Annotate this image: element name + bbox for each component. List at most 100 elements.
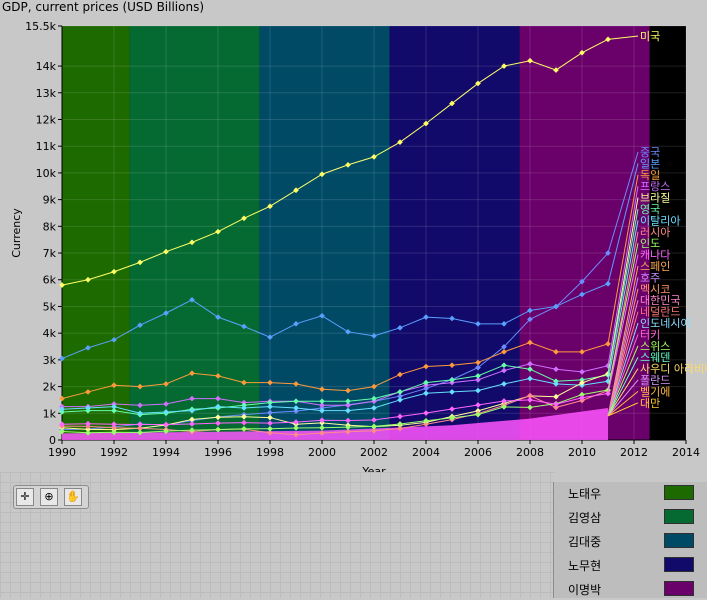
series-line xyxy=(61,378,609,414)
data-point xyxy=(527,392,533,399)
leader-line xyxy=(607,174,639,344)
legend-swatch[interactable] xyxy=(664,533,694,548)
data-point xyxy=(475,402,481,408)
leader-line xyxy=(607,220,639,382)
leader-line xyxy=(607,35,639,40)
leader-line xyxy=(607,368,639,417)
data-point xyxy=(189,395,195,402)
data-point xyxy=(163,310,169,316)
cursor-move-button[interactable]: ✛ xyxy=(16,488,34,506)
data-point xyxy=(137,259,143,266)
data-point xyxy=(137,425,143,432)
series-line xyxy=(61,364,609,416)
x-tick-label: 1996 xyxy=(204,446,232,459)
data-point xyxy=(397,397,403,403)
series-line xyxy=(61,341,609,400)
data-point xyxy=(579,369,585,375)
legend-item[interactable]: 노무현 xyxy=(554,554,707,576)
front-panel-background xyxy=(0,472,555,598)
series-end-label: 스위스 xyxy=(640,340,670,353)
legend-item[interactable]: 이명박 xyxy=(554,578,707,600)
data-point xyxy=(85,420,91,427)
legend-item[interactable]: 노태우 xyxy=(554,482,707,504)
data-point xyxy=(397,421,403,427)
data-point xyxy=(527,361,533,367)
data-point xyxy=(189,370,195,377)
y-tick-label: 9k xyxy=(43,194,57,207)
data-point xyxy=(423,120,429,127)
series-end-label: 미국 xyxy=(640,30,660,43)
data-point xyxy=(293,425,299,431)
series-line xyxy=(61,389,609,434)
data-point xyxy=(579,49,585,56)
zoom-button[interactable]: ⊕ xyxy=(40,488,58,506)
x-tick-label: 2006 xyxy=(464,446,492,459)
y-tick-label: 4k xyxy=(43,327,57,340)
leader-line xyxy=(607,356,639,417)
data-point xyxy=(449,100,455,107)
crosshair-icon: ✛ xyxy=(20,490,30,503)
data-point xyxy=(267,409,273,416)
y-tick-label: 3k xyxy=(43,354,57,367)
data-point xyxy=(163,428,169,435)
data-point xyxy=(475,387,481,394)
data-point xyxy=(293,381,299,387)
data-point xyxy=(111,407,117,414)
x-tick-label: 2010 xyxy=(568,446,596,459)
series-end-label: 멕시코 xyxy=(640,283,670,296)
data-point xyxy=(345,402,351,409)
y-tick-label: 5k xyxy=(43,300,57,313)
series-end-label: 인도네시아 xyxy=(640,317,691,330)
data-point xyxy=(319,171,325,178)
pan-button[interactable]: ✋ xyxy=(64,488,82,506)
data-point xyxy=(215,403,221,410)
data-point xyxy=(371,383,377,390)
legend-swatch[interactable] xyxy=(664,509,694,524)
legend-item[interactable]: 김대중 xyxy=(554,530,707,552)
data-point xyxy=(319,430,325,436)
data-point xyxy=(397,324,403,331)
legend-item[interactable]: 김영삼 xyxy=(554,506,707,528)
series-end-label: 스웨덴 xyxy=(640,351,670,364)
data-point xyxy=(553,349,559,355)
zoom-icon: ⊕ xyxy=(44,490,54,503)
data-point xyxy=(397,393,403,400)
data-point xyxy=(345,162,351,168)
data-point xyxy=(189,407,195,414)
data-point xyxy=(501,381,507,387)
data-point xyxy=(527,404,533,411)
series-end-label: 사우디 아라비아 xyxy=(640,363,707,376)
data-point xyxy=(553,381,559,387)
data-point xyxy=(449,315,455,322)
data-point xyxy=(85,345,91,351)
data-point xyxy=(215,426,221,433)
series-line xyxy=(61,38,609,286)
data-point xyxy=(111,424,117,431)
data-point xyxy=(345,424,351,431)
data-point xyxy=(137,322,143,328)
data-point xyxy=(267,203,273,210)
series-end-label: 벨기에 xyxy=(640,385,670,398)
legend-swatch[interactable] xyxy=(664,557,694,572)
series-line xyxy=(61,373,609,431)
data-point xyxy=(319,386,325,393)
data-point xyxy=(553,67,559,73)
data-point xyxy=(267,399,273,406)
series-end-label: 영국 xyxy=(640,203,660,216)
data-point xyxy=(293,419,299,425)
data-point xyxy=(293,405,299,411)
leader-line xyxy=(607,300,639,417)
data-point xyxy=(527,316,533,323)
y-tick-label: 11k xyxy=(36,140,57,153)
data-point xyxy=(215,395,221,402)
data-point xyxy=(163,409,169,415)
y-tick-label: 0 xyxy=(49,434,56,447)
data-point xyxy=(423,363,429,370)
data-point xyxy=(553,401,559,408)
y-tick-label: 13k xyxy=(36,87,57,100)
data-point xyxy=(371,154,377,160)
legend-swatch[interactable] xyxy=(664,581,694,596)
y-tick-label: 8k xyxy=(43,220,57,233)
x-tick-label: 1998 xyxy=(256,446,284,459)
legend-swatch[interactable] xyxy=(664,485,694,500)
